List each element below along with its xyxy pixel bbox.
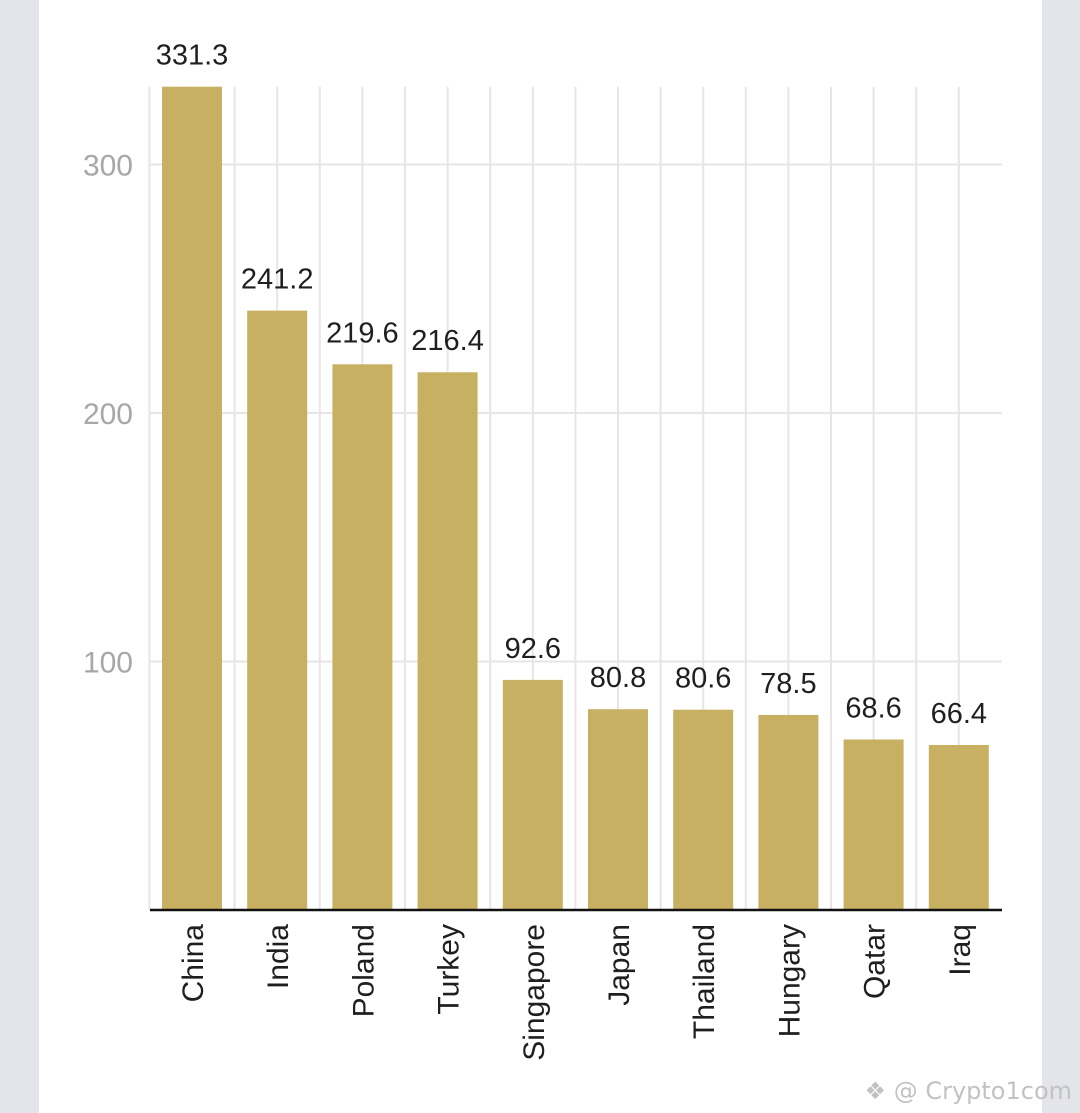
data-label: 241.2	[241, 264, 314, 296]
x-tick-label: Japan	[603, 924, 636, 1006]
data-label: 78.5	[760, 668, 816, 700]
bar-poland	[332, 364, 393, 910]
bar-qatar	[843, 739, 904, 910]
bar-turkey	[417, 372, 478, 911]
x-tick-label: Poland	[347, 924, 380, 1017]
data-label: 331.3	[156, 40, 229, 72]
bar-iraq	[928, 744, 989, 910]
x-tick-label: Qatar	[859, 924, 892, 999]
x-tick-label: India	[262, 924, 295, 989]
bar-india	[247, 310, 308, 910]
data-label: 92.6	[505, 633, 561, 665]
x-tick-label: Hungary	[773, 924, 806, 1037]
y-tick-label: 300	[83, 150, 133, 183]
x-tick-label: Turkey	[433, 924, 466, 1015]
x-tick-label: Iraq	[944, 924, 977, 976]
data-label: 219.6	[326, 317, 399, 349]
watermark-text: @ Crypto1com	[893, 1077, 1072, 1105]
data-label: 216.4	[411, 325, 484, 357]
bar-hungary	[758, 714, 819, 910]
data-label: 68.6	[845, 693, 901, 725]
x-tick-label: Singapore	[518, 924, 551, 1061]
bar-china	[162, 86, 222, 911]
data-label: 66.4	[931, 698, 987, 730]
watermark-logo-icon: ❖	[864, 1077, 894, 1105]
x-tick-label: Thailand	[688, 924, 721, 1039]
y-tick-label: 100	[83, 647, 133, 680]
watermark: ❖ @ Crypto1com	[865, 1077, 1072, 1105]
data-label: 80.8	[590, 662, 646, 694]
data-label: 80.6	[675, 663, 731, 695]
bar-singapore	[502, 679, 563, 910]
bar-japan	[588, 709, 648, 910]
x-tick-label: China	[177, 924, 210, 1003]
bar-thailand	[673, 709, 734, 910]
y-tick-label: 200	[83, 398, 133, 431]
